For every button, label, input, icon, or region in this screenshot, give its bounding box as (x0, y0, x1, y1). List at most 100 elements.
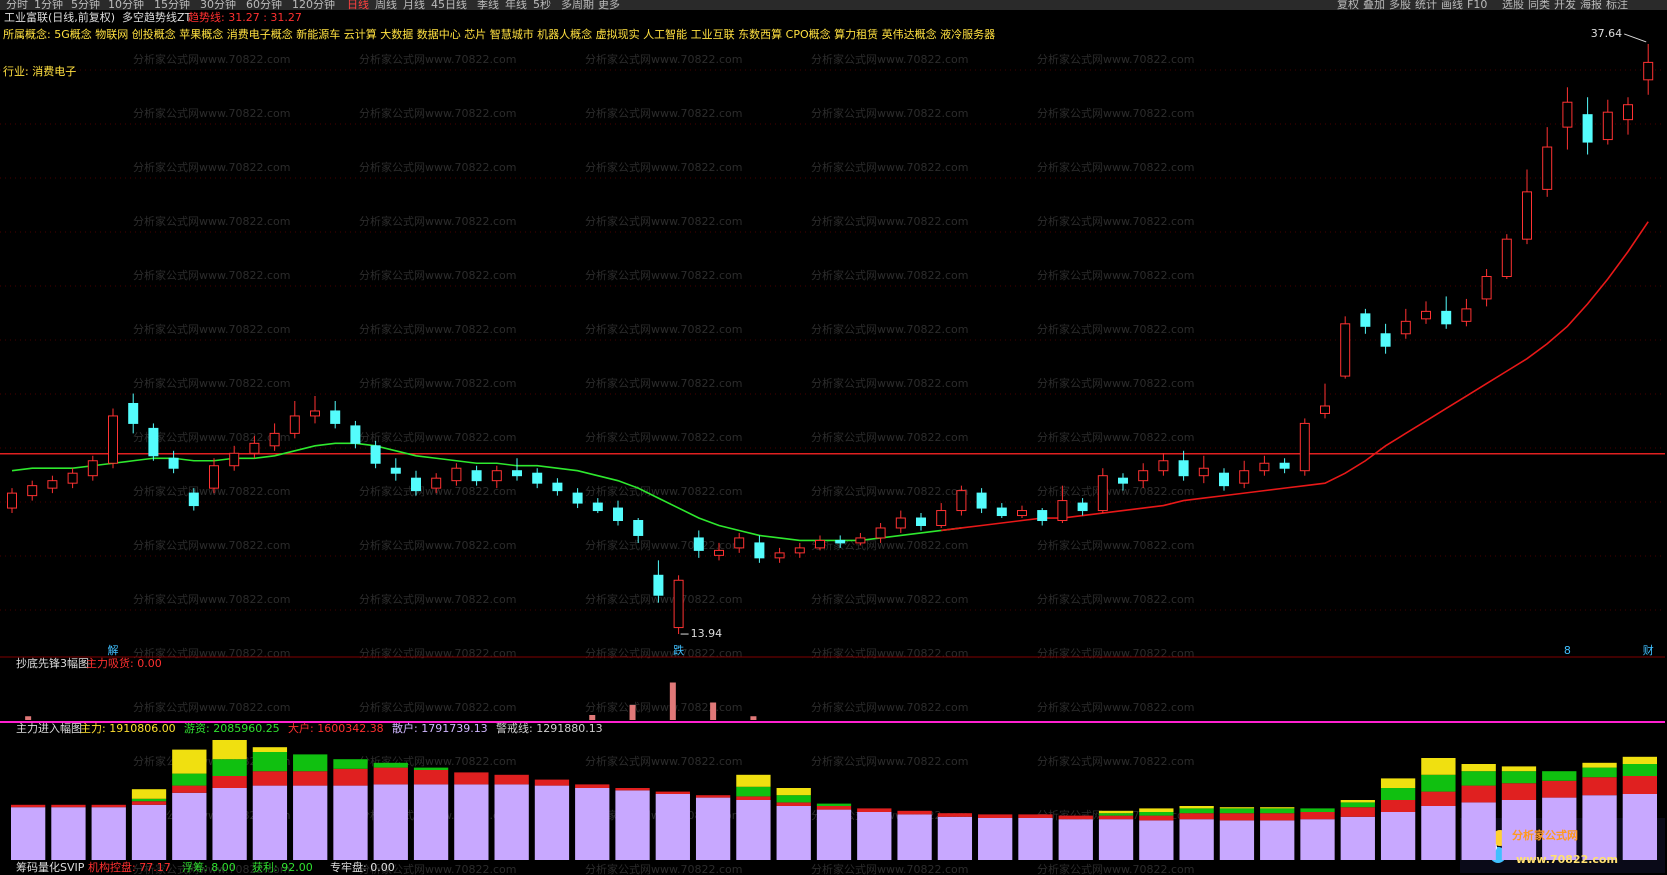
toolbar-tab[interactable]: 60分钟 (246, 0, 282, 11)
logo-name: 分析家公式网 (1512, 828, 1578, 842)
watermark: 分析家公式网www.70822.com (585, 160, 742, 174)
candle-body (168, 457, 179, 469)
candle-body (47, 480, 58, 489)
stacked-segment (736, 786, 771, 797)
toolbar-tab[interactable]: 10分钟 (108, 0, 144, 11)
watermark: 分析家公式网www.70822.com (811, 214, 968, 228)
watermark: 分析家公式网www.70822.com (585, 214, 742, 228)
candle-body (835, 539, 846, 544)
stacked-segment (1582, 767, 1617, 778)
toolbar-button[interactable]: 叠加 (1363, 0, 1385, 11)
candle-body (936, 510, 947, 526)
toolbar-button[interactable]: 海报 (1580, 0, 1602, 11)
candle-body (87, 460, 98, 477)
watermark: 分析家公式网www.70822.com (811, 376, 968, 390)
watermark: 分析家公式网www.70822.com (585, 430, 742, 444)
stacked-segment (1058, 819, 1093, 860)
toolbar-button[interactable]: 画线 (1441, 0, 1463, 11)
candle-body (1299, 422, 1310, 472)
chart-title: 工业富联(日线,前复权) (4, 10, 115, 24)
candle-body (431, 477, 442, 489)
toolbar-button[interactable]: 多股 (1389, 0, 1411, 11)
watermark: 分析家公式网www.70822.com (585, 376, 742, 390)
watermark: 分析家公式网www.70822.com (1037, 214, 1194, 228)
candle-body (1602, 111, 1613, 141)
toolbar-tab[interactable]: 5秒 (533, 0, 551, 11)
toolbar-tab[interactable]: 分时 (6, 0, 28, 11)
watermark: 分析家公式网www.70822.com (811, 322, 968, 336)
toolbar-button[interactable]: 标注 (1606, 0, 1628, 11)
stacked-segment (293, 771, 328, 786)
toolbar-tab[interactable]: 1分钟 (34, 0, 63, 11)
stacked-segment (1219, 820, 1255, 860)
toolbar-button[interactable]: 选股 (1502, 0, 1524, 11)
watermark: 分析家公式网www.70822.com (133, 430, 290, 444)
candle-body (855, 537, 866, 544)
toolbar-button[interactable]: F10 (1467, 0, 1487, 11)
stacked-segment (1300, 808, 1335, 812)
candle-body (532, 472, 543, 484)
watermark: 分析家公式网www.70822.com (133, 538, 290, 552)
stacked-segment (252, 785, 288, 860)
footer-item: 获利: 92.00 (252, 861, 313, 874)
stacked-segment (1098, 815, 1134, 820)
toolbar-tab[interactable]: 45日线 (431, 0, 467, 11)
toolbar-button[interactable]: 同类 (1528, 0, 1550, 11)
stacked-segment (534, 779, 570, 786)
toolbar-tab[interactable]: 年线 (505, 0, 527, 11)
panel-title: 主力进入幅图 (16, 722, 82, 735)
toolbar-button[interactable]: 复权 (1337, 0, 1359, 11)
stacked-segment (897, 810, 932, 815)
candle-body (1219, 472, 1229, 487)
watermark: 分析家公式网www.70822.com (359, 160, 516, 174)
toolbar-tab[interactable]: 日线 (347, 0, 369, 11)
stacked-segment (373, 784, 408, 860)
stacked-segment (172, 749, 207, 774)
toolbar-tab[interactable]: 更多 (598, 0, 620, 11)
toolbar-button[interactable]: 开发 (1554, 0, 1576, 11)
toolbar-tab[interactable]: 5分钟 (71, 0, 100, 11)
stacked-segment (1542, 780, 1577, 798)
toolbar-tab[interactable]: 120分钟 (292, 0, 335, 11)
watermark: 分析家公式网www.70822.com (1037, 862, 1194, 875)
stacked-segment (172, 785, 207, 793)
toolbar-tab[interactable]: 季线 (477, 0, 499, 11)
toolbar-tab[interactable]: 多周期 (561, 0, 594, 11)
stacked-segment (293, 785, 328, 860)
stacked-segment (91, 804, 126, 808)
toolbar-tab[interactable]: 月线 (403, 0, 425, 11)
stacked-segment (695, 795, 731, 798)
stacked-segment (776, 788, 811, 796)
stacked-segment (695, 797, 731, 860)
toolbar-tab[interactable]: 周线 (375, 0, 397, 11)
stacked-segment (1260, 813, 1295, 821)
toolbar-tab[interactable]: 30分钟 (200, 0, 236, 11)
candle-body (289, 415, 300, 434)
panel-value: 主力吸货: 0.00 (86, 656, 162, 670)
candle-body (774, 552, 785, 559)
candle-body (1198, 467, 1209, 477)
toolbar-tab[interactable]: 15分钟 (154, 0, 190, 11)
stacked-segment (736, 774, 771, 787)
candle-body (148, 427, 159, 457)
stacked-segment (1421, 791, 1456, 806)
candle-body (895, 517, 906, 529)
event-marker: 8 (1564, 644, 1571, 657)
watermark: 分析家公式网www.70822.com (811, 430, 968, 444)
candle-body (1421, 310, 1431, 320)
toolbar-button[interactable]: 统计 (1415, 0, 1437, 11)
watermark: 分析家公式网www.70822.com (359, 646, 516, 660)
stacked-segment (816, 803, 852, 806)
bar (669, 682, 676, 720)
legend-entry: 主力: 1910806.00 (80, 722, 176, 735)
watermark: 分析家公式网www.70822.com (811, 52, 968, 66)
stacked-segment (333, 768, 368, 786)
stacked-segment (1179, 813, 1214, 820)
stacked-segment (1501, 800, 1537, 860)
watermark: 分析家公式网www.70822.com (359, 592, 516, 606)
stacked-segment (1501, 766, 1537, 772)
watermark: 分析家公式网www.70822.com (1037, 484, 1194, 498)
candle-body (1481, 276, 1492, 300)
watermark: 分析家公式网www.70822.com (585, 484, 742, 498)
